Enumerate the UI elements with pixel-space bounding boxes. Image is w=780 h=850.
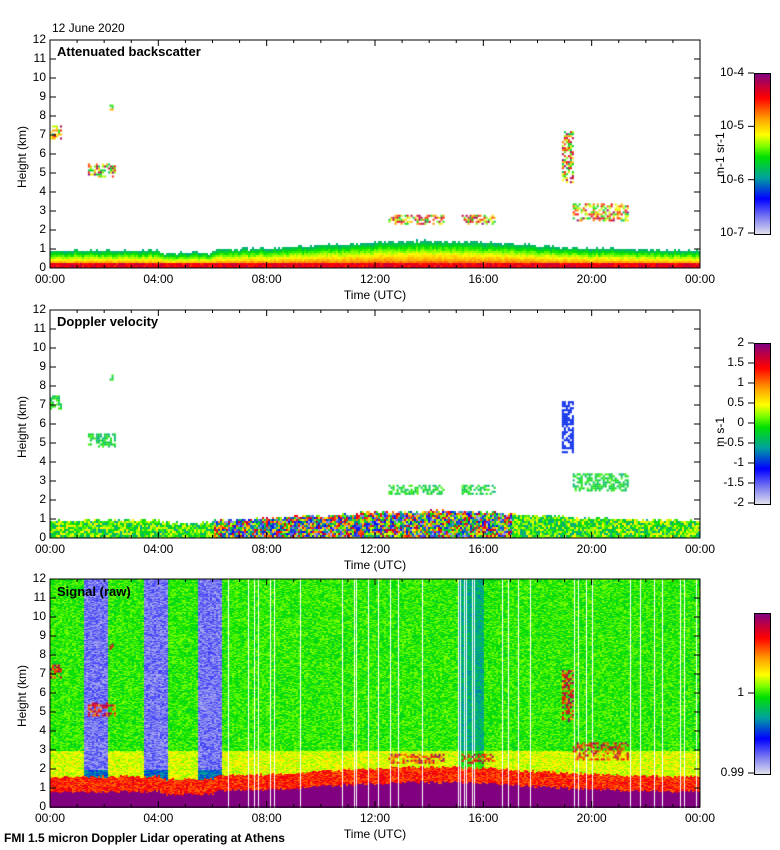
y-tick-label: 1 [39,511,46,525]
y-tick-label: 5 [39,165,46,179]
colorbar-tick-label: 1 [737,375,744,389]
y-tick-label: 6 [39,685,46,699]
x-tick-label: 04:00 [143,272,174,286]
colorbar-tick-label: 0 [737,415,744,429]
colorbar-tick-label: 1 [737,685,744,699]
x-tick-label: 12:00 [359,272,391,286]
x-tick-label: 00:00 [34,811,66,825]
plot-frame [49,578,701,808]
y-tick-label: 8 [39,378,46,392]
x-tick-label: 20:00 [576,272,607,286]
y-tick-label: 0 [39,260,46,274]
y-tick-label: 8 [39,108,46,122]
x-axis-label: Time (UTC) [343,288,407,302]
colorbar-tick-label: -1.5 [723,475,744,489]
y-tick-label: 4 [39,184,46,198]
y-tick-label: 9 [39,359,46,373]
footer-caption: FMI 1.5 micron Doppler Lidar operating a… [4,831,285,845]
y-tick-label: 2 [39,492,46,506]
y-tick-label: 1 [39,780,46,794]
x-tick-label: 00:00 [684,542,716,556]
y-tick-label: 12 [32,32,46,46]
colorbar-tick-label: 10-7 [719,225,744,239]
plot-frame [49,309,701,539]
x-tick-label: 12:00 [359,542,391,556]
colorbar-tick-label: 1.5 [727,355,744,369]
x-tick-label: 00:00 [684,811,716,825]
y-tick-label: 3 [39,742,46,756]
y-tick-label: 4 [39,454,46,468]
y-tick-label: 10 [32,340,46,354]
y-tick-label: 1 [39,241,46,255]
y-tick-label: 4 [39,723,46,737]
plot-frame [49,39,701,269]
y-tick-label: 9 [39,628,46,642]
y-tick-label: 0 [39,530,46,544]
x-tick-label: 08:00 [251,811,282,825]
y-tick-label: 7 [39,666,46,680]
x-tick-label: 04:00 [143,811,174,825]
y-tick-label: 7 [39,127,46,141]
x-tick-label: 08:00 [251,542,282,556]
y-axis-label: Height (km) [15,664,29,727]
x-tick-label: 00:00 [34,542,66,556]
y-tick-label: 7 [39,397,46,411]
y-tick-label: 2 [39,222,46,236]
y-tick-label: 3 [39,473,46,487]
date-label: 12 June 2020 [52,21,125,35]
colorbar-signal [754,613,771,775]
backscatter-heatmap [50,40,700,268]
y-tick-label: 5 [39,704,46,718]
colorbar-tick-label: 10-5 [719,118,744,133]
x-tick-label: 16:00 [468,811,499,825]
x-tick-label: 00:00 [684,272,716,286]
x-axis-label: Time (UTC) [343,827,407,841]
y-tick-label: 3 [39,203,46,217]
panel-title-backscatter: Attenuated backscatter [57,44,201,59]
y-tick-label: 12 [32,302,46,316]
colorbar-velocity [754,343,771,505]
velocity-heatmap [50,310,700,538]
colorbar-unit-label: m s-1 [713,417,727,447]
y-axis-label: Height (km) [15,395,29,458]
panel-title-velocity: Doppler velocity [57,314,159,329]
y-tick-label: 0 [39,799,46,813]
y-tick-label: 2 [39,761,46,775]
y-tick-label: 6 [39,416,46,430]
y-tick-label: 6 [39,146,46,160]
y-tick-label: 11 [33,590,46,604]
colorbar-unit-label: m-1 sr-1 [713,132,727,177]
x-tick-label: 20:00 [576,542,607,556]
x-tick-label: 20:00 [576,811,607,825]
colorbar-tick-label: 2 [737,335,744,349]
x-tick-label: 16:00 [468,542,499,556]
y-tick-label: 5 [39,435,46,449]
x-axis-label: Time (UTC) [343,558,407,572]
y-tick-label: 10 [32,609,46,623]
y-tick-label: 8 [39,647,46,661]
y-axis-label: Height (km) [15,125,29,188]
colorbar-tick-label: 0.99 [720,765,744,779]
y-tick-label: 10 [32,70,46,84]
colorbar-tick-label: -2 [733,495,744,509]
colorbar-tick-label: 0.5 [727,395,744,409]
y-tick-label: 11 [33,321,46,335]
x-tick-label: 16:00 [468,272,499,286]
y-tick-label: 9 [39,89,46,103]
y-tick-label: 12 [32,571,46,585]
x-tick-label: 00:00 [34,272,66,286]
y-tick-label: 11 [33,51,46,65]
panel-title-signal: Signal (raw) [57,584,131,599]
colorbar-backscatter [754,73,771,235]
colorbar-tick-label: -0.5 [723,435,744,449]
x-tick-label: 04:00 [143,542,174,556]
colorbar-tick-label: 10-4 [719,65,744,79]
x-tick-label: 12:00 [359,811,391,825]
x-tick-label: 08:00 [251,272,282,286]
colorbar-tick-label: 10-6 [719,171,744,186]
signal-heatmap [50,579,700,808]
colorbar-tick-label: -1 [733,455,744,469]
